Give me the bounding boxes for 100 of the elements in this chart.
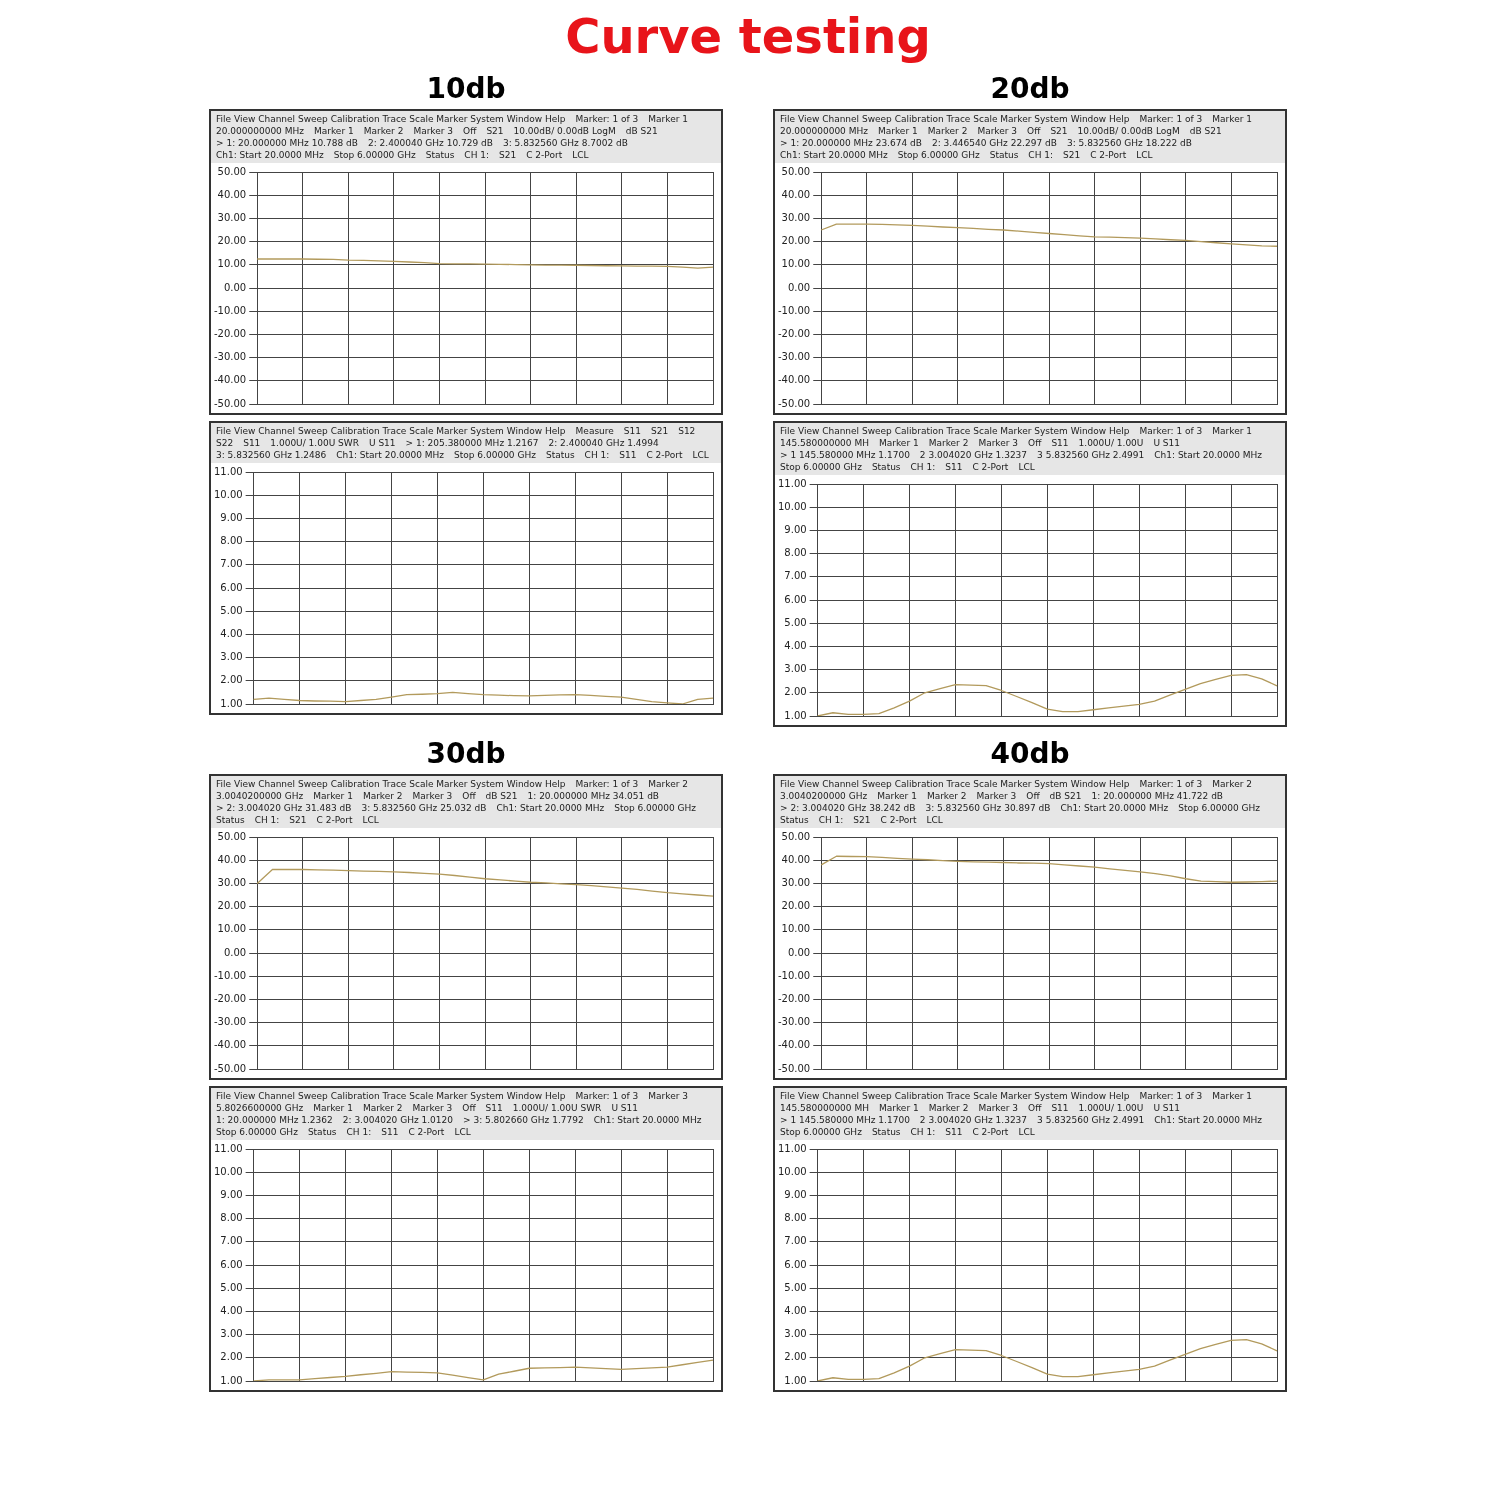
- y-tick-label: 30.00: [217, 876, 247, 888]
- y-tick-label: 30.00: [217, 211, 247, 223]
- chart-title: 30db: [425, 737, 507, 770]
- y-tick-label: -40.00: [777, 1039, 811, 1051]
- text: Status: [871, 462, 901, 472]
- text: Stop 6.00000 GHz: [780, 462, 862, 472]
- text: Ch1: Start 20.0000 MHz: [216, 150, 324, 160]
- text: Off: [1026, 791, 1040, 801]
- text: S11: [623, 426, 641, 436]
- y-tick-label: 1.00: [220, 1374, 243, 1386]
- y-tick-label: 5.00: [784, 616, 807, 628]
- text: 1.000U/ 1.00U: [1078, 1103, 1144, 1113]
- text: CH 1:: [464, 150, 490, 160]
- text: CH 1:: [1028, 150, 1054, 160]
- text: S11: [945, 462, 963, 472]
- text: Marker 1: [878, 1103, 919, 1113]
- y-tick-label: -10.00: [777, 969, 811, 981]
- text: Ch1: Start 20.0000 MHz: [1154, 450, 1263, 460]
- text: 145.580000000 MH: [780, 438, 869, 448]
- text: S21: [1063, 150, 1081, 160]
- text: Ch1: Start 20.0000 MHz: [593, 1115, 702, 1125]
- y-tick-label: 10.00: [213, 1165, 243, 1177]
- text: Ch1: Start 20.0000 MHz: [1060, 803, 1169, 813]
- text: File View Channel Sweep Calibration Trace Scale Marker System Window Help: [780, 114, 1130, 124]
- text: U S11: [368, 438, 396, 448]
- text: 1: 20.000000 MHz 34.051 dB: [527, 791, 660, 801]
- text: Measure: [575, 426, 614, 436]
- text: CH 1:: [818, 815, 844, 825]
- text: dB S21: [1049, 791, 1082, 801]
- y-tick-label: -10.00: [213, 969, 247, 981]
- text: Marker 2: [927, 126, 968, 136]
- text: C 2-Port: [972, 462, 1009, 472]
- y-tick-label: 4.00: [784, 1304, 807, 1316]
- y-tick-label: 3.00: [220, 651, 243, 663]
- text: Marker 2: [362, 1103, 403, 1113]
- text: Status: [216, 815, 245, 825]
- text: Marker 2: [928, 438, 969, 448]
- y-tick-label: -30.00: [213, 351, 247, 363]
- text: File View Channel Sweep Calibration Trace Scale Marker System Window Help: [780, 426, 1130, 436]
- text: Ch1: Start 20.0000 MHz: [496, 803, 605, 813]
- y-tick-label: -50.00: [777, 1062, 811, 1074]
- y-tick-label: 50.00: [781, 165, 811, 177]
- y-tick-label: -20.00: [777, 992, 811, 1004]
- text: C 2-Port: [972, 1127, 1009, 1137]
- text: Marker 1: [1212, 114, 1252, 124]
- text: CH 1:: [910, 1127, 936, 1137]
- text: C 2-Port: [880, 815, 917, 825]
- y-tick-label: 9.00: [220, 511, 243, 523]
- text: S21: [486, 126, 504, 136]
- text: 1: 20.000000 MHz 1.2362: [216, 1115, 333, 1125]
- text: Stop 6.00000 GHz: [454, 450, 536, 460]
- y-tick-label: 2.00: [220, 674, 243, 686]
- y-tick-label: 20.00: [781, 235, 811, 247]
- y-tick-label: 10.00: [777, 1165, 807, 1177]
- y-tick-label: 6.00: [784, 1258, 807, 1270]
- text: Stop 6.00000 GHz: [897, 150, 980, 160]
- text: S11: [485, 1103, 503, 1113]
- text: Marker 1: [878, 438, 919, 448]
- y-tick-label: 7.00: [784, 1235, 807, 1247]
- y-tick-label: 10.00: [781, 258, 811, 270]
- text: S11: [1051, 1103, 1069, 1113]
- y-tick-label: 3.00: [784, 663, 807, 675]
- text: Status: [871, 1127, 901, 1137]
- text: U S11: [611, 1103, 638, 1113]
- text: LCL: [1136, 150, 1153, 160]
- text: Marker 2: [363, 126, 404, 136]
- y-tick-label: 4.00: [784, 639, 807, 651]
- text: 1.000U/ 1.00U: [1078, 438, 1144, 448]
- text: Marker 2: [362, 791, 403, 801]
- text: S22: [216, 438, 234, 448]
- y-tick-label: 1.00: [220, 697, 243, 709]
- text: Marker 1: [648, 114, 688, 124]
- text: C 2-Port: [646, 450, 683, 460]
- y-tick-label: -50.00: [213, 397, 247, 409]
- y-tick-label: 7.00: [220, 1235, 243, 1247]
- y-tick-label: 10.00: [217, 923, 247, 935]
- text: Marker 1: [877, 791, 917, 801]
- text: Marker 1: [877, 126, 918, 136]
- text: CH 1:: [584, 450, 610, 460]
- text: Marker 3: [413, 126, 454, 136]
- text: LCL: [692, 450, 709, 460]
- y-tick-label: -30.00: [777, 351, 811, 363]
- text: C 2-Port: [408, 1127, 445, 1137]
- text: Marker 3: [977, 126, 1018, 136]
- text: Ch1: Start 20.0000 MHz: [336, 450, 445, 460]
- text: Status: [780, 815, 809, 825]
- text: Marker: 1 of 3: [1139, 779, 1203, 789]
- y-tick-label: 11.00: [213, 1142, 243, 1154]
- text: 3: 5.832560 GHz 1.2486: [216, 450, 327, 460]
- text: S11: [619, 450, 637, 460]
- y-tick-label: 8.00: [220, 535, 243, 547]
- text: S21: [651, 426, 669, 436]
- y-tick-label: 11.00: [777, 477, 807, 489]
- y-tick-label: 40.00: [781, 853, 811, 865]
- y-tick-label: 3.00: [220, 1328, 243, 1340]
- y-tick-label: 50.00: [217, 830, 247, 842]
- text: 2: 2.400040 GHz 10.729 dB: [367, 138, 493, 148]
- text: 3: 5.832560 GHz 8.7002 dB: [502, 138, 628, 148]
- y-tick-label: 2.00: [784, 686, 807, 698]
- text: C 2-Port: [316, 815, 353, 825]
